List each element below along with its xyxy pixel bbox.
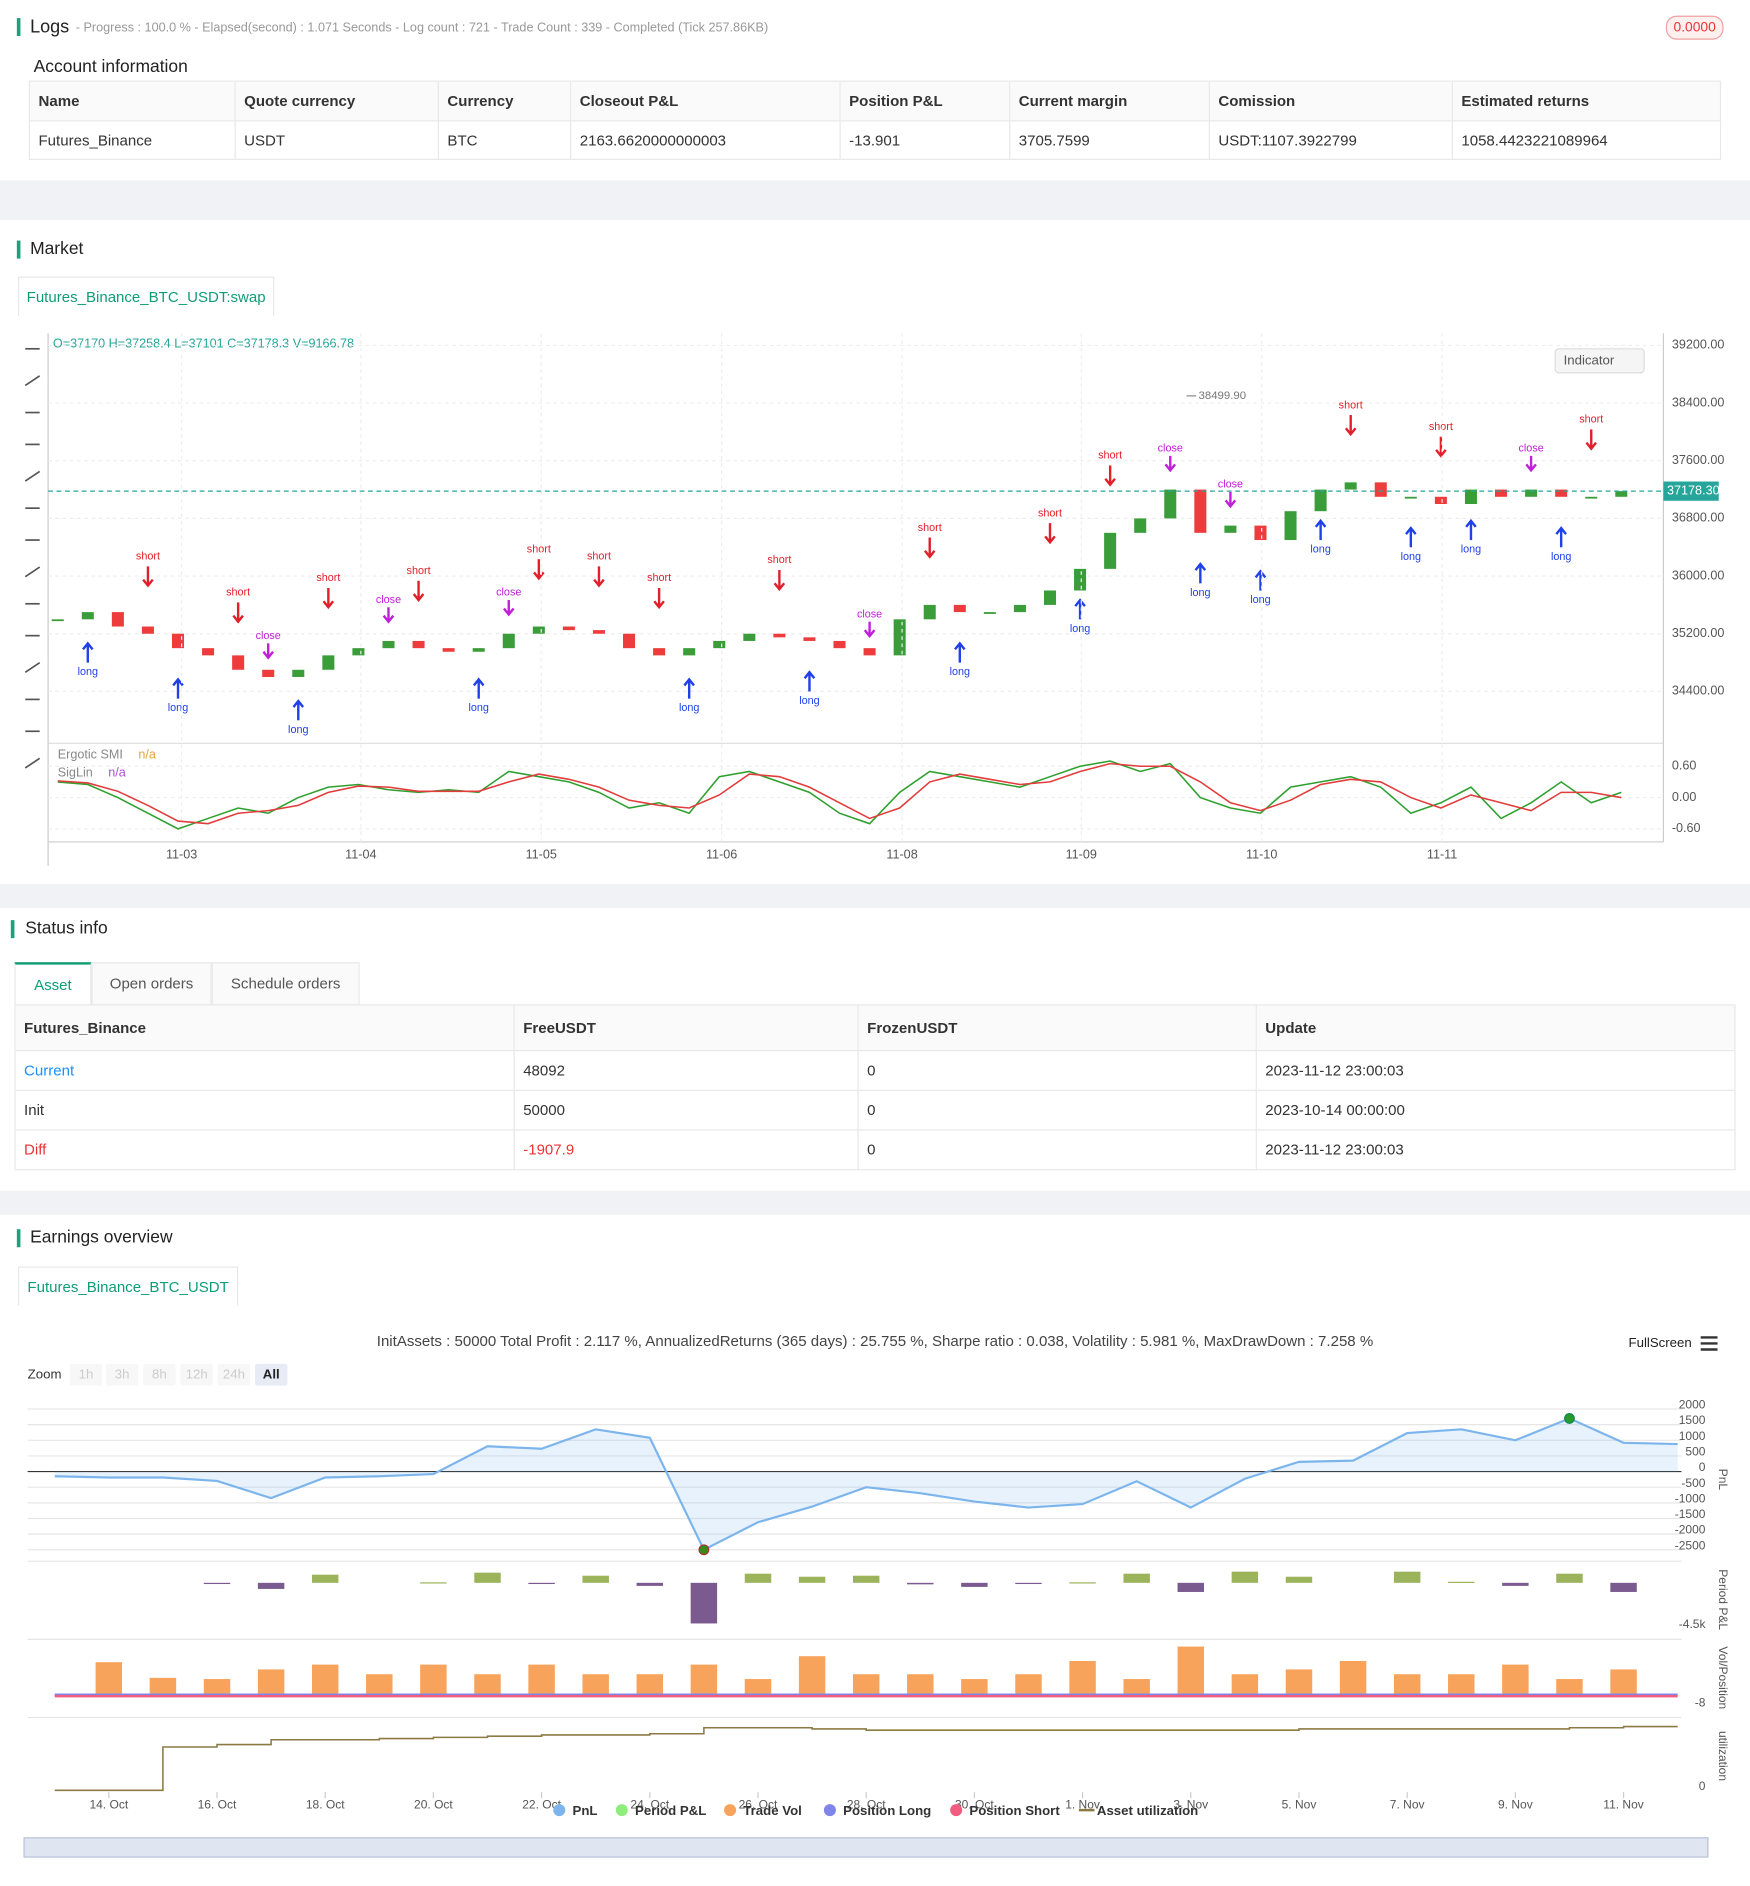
section-marker: [10, 920, 15, 939]
zoom-button[interactable]: All: [254, 1363, 288, 1386]
status-table: Futures_Binance FreeUSDT FrozenUSDT Update C…: [14, 1004, 1736, 1171]
logs-progress: - Progress : 100.0 % - Elapsed(second) :…: [75, 20, 769, 35]
table-header: Name Quote currency Currency Closeout P&L Po…: [30, 81, 1722, 122]
fullscreen-button[interactable]: FullScreen: [1628, 1336, 1692, 1351]
table-cell: -13.901: [840, 121, 1011, 160]
zoom-button[interactable]: 8h: [143, 1363, 176, 1386]
account-title: Account information: [33, 57, 188, 77]
zoom-label: Zoom: [27, 1367, 62, 1382]
zoom-button[interactable]: 1h: [69, 1363, 103, 1386]
account-table: Name Quote currency Currency Closeout P&L Po…: [28, 80, 1722, 160]
table-row: Futures_Binance USDT BTC 2163.6620000000003…: [30, 121, 1722, 160]
section-marker: [16, 1229, 21, 1248]
table-cell: 2163.6620000000003: [571, 121, 841, 160]
column-header: Futures_Binance: [15, 1005, 515, 1052]
logs-card: Logs - Progress : 100.0 % - Elapsed(seco…: [0, 0, 1750, 181]
table-cell: 48092: [514, 1051, 859, 1091]
status-card: Status info Asset Open orders Schedule ord…: [0, 908, 1750, 1191]
table-cell: 0: [858, 1130, 1257, 1171]
column-header: Current margin: [1010, 81, 1210, 122]
column-header: Update: [1256, 1005, 1736, 1052]
status-tab[interactable]: Asset: [14, 962, 92, 1006]
table-cell: USDT: [235, 121, 440, 160]
column-header: FreeUSDT: [514, 1005, 859, 1052]
status-title: Status info: [25, 918, 108, 939]
column-header: Name: [30, 81, 236, 122]
column-header: Estimated returns: [1452, 81, 1722, 122]
table-cell: 0: [858, 1090, 1257, 1131]
column-header: Comission: [1209, 81, 1453, 122]
earnings-tab[interactable]: Futures_Binance_BTC_USDT: [18, 1266, 239, 1307]
table-cell: 0: [858, 1051, 1257, 1091]
table-row: Current 48092 0 2023-11-12 23:00:03: [15, 1051, 1736, 1091]
market-card: Market Futures_Binance_BTC_USDT:swap: [0, 220, 1750, 885]
zoom-button[interactable]: 3h: [105, 1363, 139, 1386]
table-row: Diff -1907.9 0 2023-11-12 23:00:03: [15, 1130, 1736, 1171]
table-row: Init 50000 0 2023-10-14 00:00:00: [15, 1090, 1736, 1131]
table-cell: 50000: [514, 1090, 859, 1131]
status-tab[interactable]: Open orders: [91, 962, 212, 1006]
table-cell: 1058.4423221089964: [1452, 121, 1722, 160]
table-cell: 3705.7599: [1010, 121, 1210, 160]
zoom-button[interactable]: 24h: [217, 1363, 251, 1386]
table-cell: 2023-11-12 23:00:03: [1256, 1130, 1736, 1171]
table-cell: Diff: [15, 1130, 515, 1171]
section-marker: [16, 18, 21, 37]
earnings-title: Earnings overview: [30, 1228, 173, 1248]
section-marker: [16, 240, 21, 259]
column-header: Quote currency: [235, 81, 440, 122]
table-cell: Current: [15, 1051, 515, 1091]
column-header: FrozenUSDT: [858, 1005, 1257, 1052]
table-cell: Futures_Binance: [30, 121, 236, 160]
status-badge: 0.0000: [1665, 15, 1724, 40]
column-header: Closeout P&L: [571, 81, 841, 122]
table-cell: Init: [15, 1090, 515, 1131]
column-header: Position P&L: [840, 81, 1011, 122]
table-cell: 2023-10-14 00:00:00: [1256, 1090, 1736, 1131]
zoom-button[interactable]: 12h: [180, 1363, 213, 1386]
table-cell: USDT:1107.3922799: [1209, 121, 1453, 160]
market-tab[interactable]: Futures_Binance_BTC_USDT:swap: [18, 276, 275, 317]
logs-title: Logs: [30, 16, 70, 38]
market-title: Market: [30, 239, 84, 259]
column-header: Currency: [439, 81, 572, 122]
table-cell: 2023-11-12 23:00:03: [1256, 1051, 1736, 1091]
status-tab[interactable]: Schedule orders: [211, 962, 360, 1006]
table-cell: BTC: [439, 121, 572, 160]
table-cell: -1907.9: [514, 1130, 859, 1171]
table-header: Futures_Binance FreeUSDT FrozenUSDT Update: [15, 1005, 1736, 1052]
earnings-summary: InitAssets : 50000 Total Profit : 2.117 …: [376, 1332, 1374, 1350]
earnings-card: Earnings overview Futures_Binance_BTC_US…: [0, 1214, 1750, 1886]
